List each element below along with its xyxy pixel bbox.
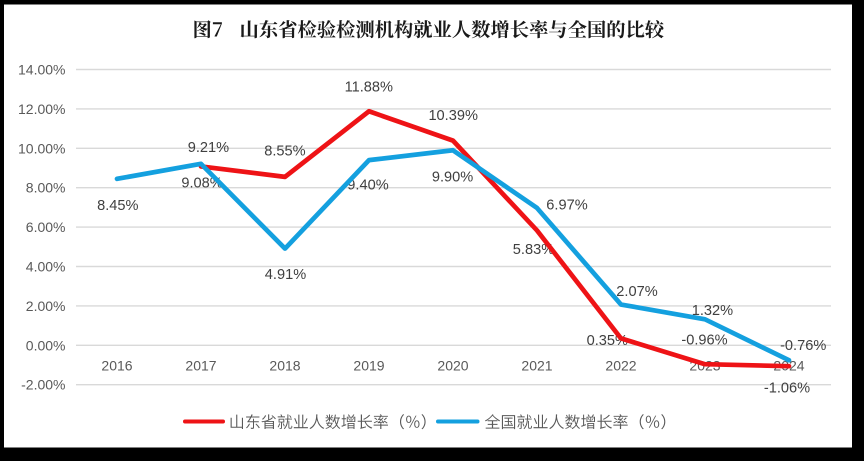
svg-text:2020: 2020 (437, 358, 468, 374)
svg-text:2017: 2017 (185, 358, 216, 374)
svg-text:14.00%: 14.00% (18, 62, 65, 78)
svg-text:4.00%: 4.00% (26, 259, 66, 275)
svg-text:-0.76%: -0.76% (780, 338, 826, 354)
svg-text:2019: 2019 (353, 358, 384, 374)
svg-text:1.32%: 1.32% (692, 303, 733, 319)
svg-text:2.00%: 2.00% (26, 298, 66, 314)
svg-text:8.00%: 8.00% (26, 180, 66, 196)
svg-text:2016: 2016 (101, 358, 132, 374)
svg-text:9.90%: 9.90% (432, 169, 473, 185)
svg-text:6.00%: 6.00% (26, 219, 66, 235)
svg-text:-0.96%: -0.96% (681, 333, 727, 349)
svg-text:8.55%: 8.55% (264, 144, 305, 160)
svg-text:-1.06%: -1.06% (764, 381, 810, 397)
svg-text:12.00%: 12.00% (18, 101, 65, 117)
svg-text:4.91%: 4.91% (265, 267, 306, 283)
svg-text:0.35%: 0.35% (587, 333, 628, 349)
svg-text:10.00%: 10.00% (18, 140, 65, 156)
svg-text:2.07%: 2.07% (616, 284, 657, 300)
svg-text:11.88%: 11.88% (345, 79, 393, 95)
svg-text:8.45%: 8.45% (97, 198, 138, 214)
svg-text:2018: 2018 (269, 358, 300, 374)
svg-text:9.40%: 9.40% (347, 178, 388, 194)
svg-text:10.39%: 10.39% (428, 108, 478, 124)
svg-text:2022: 2022 (605, 358, 636, 374)
svg-text:0.00%: 0.00% (26, 337, 66, 353)
svg-text:5.83%: 5.83% (513, 242, 554, 258)
svg-text:-2.00%: -2.00% (21, 377, 65, 393)
svg-text:2021: 2021 (521, 358, 552, 374)
svg-text:9.08%: 9.08% (181, 175, 222, 191)
svg-text:6.97%: 6.97% (546, 198, 587, 214)
svg-text:9.21%: 9.21% (188, 140, 229, 156)
